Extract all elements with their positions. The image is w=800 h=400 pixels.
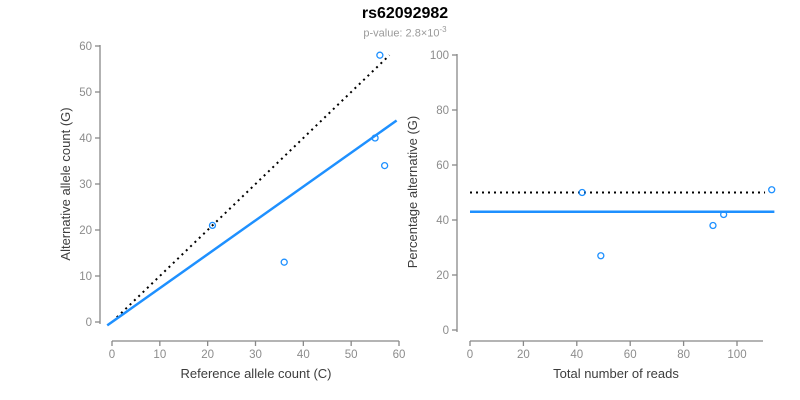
x-tick-label: 30 [249, 349, 262, 361]
y-tick-label: 60 [436, 160, 449, 172]
y-tick-label: 100 [430, 50, 449, 62]
data-point [578, 188, 586, 197]
y-tick-label: 10 [79, 271, 92, 283]
x-tick-label: 10 [153, 349, 166, 361]
x-axis-title: Reference allele count (C) [180, 366, 331, 381]
y-tick-label: 50 [79, 87, 92, 99]
allele-counts-scatter: 0 10 20 30 40 50 60 0 10 20 30 40 50 60 Reference alle… [58, 41, 405, 381]
y-tick-label: 80 [436, 105, 449, 117]
data-point [768, 186, 776, 194]
x-tick-label: 20 [517, 349, 530, 361]
pvalue-subtitle: p-value: 2.8×10-3 [10, 25, 800, 40]
x-tick-label: 20 [201, 349, 214, 361]
y-tick-label: 40 [79, 133, 92, 145]
y-tick-label: 20 [79, 225, 92, 237]
y-tick-label: 0 [86, 317, 92, 329]
data-point [280, 258, 288, 266]
x-tick-label: 50 [345, 349, 358, 361]
x-tick-label: 0 [109, 349, 115, 361]
x-tick-label: 0 [467, 349, 473, 361]
x-tick-label: 40 [297, 349, 310, 361]
percentage-alternative-scatter: 0 20 40 60 80 100 0 20 40 60 80 100 Total number of … [405, 50, 776, 381]
data-point [709, 221, 717, 230]
y-tick-label: 60 [79, 41, 92, 53]
x-axis-title: Total number of reads [553, 366, 679, 381]
x-tick-label: 60 [624, 349, 637, 361]
data-point [376, 51, 384, 59]
data-point [380, 161, 389, 170]
pvalue-exponent: -3 [439, 25, 447, 34]
y-tick-label: 20 [436, 270, 449, 282]
y-tick-label: 40 [436, 215, 449, 227]
x-tick-label: 80 [677, 349, 690, 361]
data-point [371, 134, 379, 142]
x-tick-label: 40 [570, 349, 583, 361]
page-title: rs62092982 [361, 5, 449, 22]
identity-line [116, 54, 391, 319]
data-point [720, 210, 728, 219]
pvalue-text: p-value: 2.8×10 [363, 27, 440, 40]
data-point [208, 221, 217, 230]
x-tick-label: 100 [727, 349, 746, 361]
y-tick-label: 30 [79, 179, 92, 191]
data-point [597, 252, 605, 260]
y-tick-label: 0 [443, 325, 449, 337]
x-tick-label: 60 [393, 349, 406, 361]
y-axis-title: Alternative allele count (G) [58, 107, 73, 260]
fit-line [106, 119, 398, 327]
y-axis-title: Percentage alternative (G) [405, 116, 420, 268]
